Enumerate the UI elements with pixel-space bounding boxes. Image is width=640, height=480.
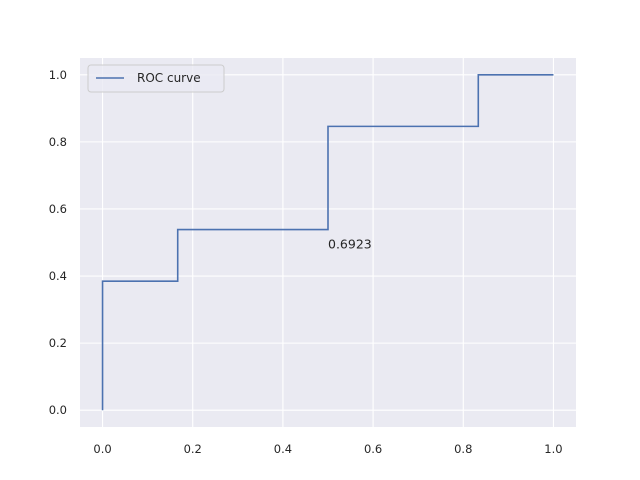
annotation-label: 0.6923 — [328, 237, 372, 252]
series-layer — [101, 73, 554, 411]
x-tick-label: 0.4 — [274, 442, 292, 456]
x-tick-label: 1.0 — [544, 442, 562, 456]
x-tick-label: 0.6 — [364, 442, 382, 456]
annotations: 0.6923 — [328, 237, 372, 252]
x-tick-label: 0.8 — [454, 442, 472, 456]
y-tick-label: 0.6 — [49, 202, 67, 216]
y-tick-label: 0.0 — [49, 403, 67, 417]
series-line-roc-curve — [101, 73, 554, 411]
y-axis-ticks: 0.0 0.2 0.4 0.6 0.8 1.0 — [49, 68, 67, 417]
x-axis-ticks: 0.0 0.2 0.4 0.6 0.8 1.0 — [93, 442, 562, 456]
y-tick-label: 0.8 — [49, 135, 67, 149]
legend-box — [87, 64, 225, 93]
x-tick-label: 0.2 — [184, 442, 202, 456]
legend: ROC curve — [87, 64, 225, 93]
plot-area — [80, 58, 576, 427]
y-tick-label: 0.4 — [49, 269, 67, 283]
legend-label-roc-curve: ROC curve — [137, 71, 201, 85]
y-tick-label: 0.2 — [49, 336, 67, 350]
x-tick-label: 0.0 — [93, 442, 111, 456]
y-tick-label: 1.0 — [49, 68, 67, 82]
